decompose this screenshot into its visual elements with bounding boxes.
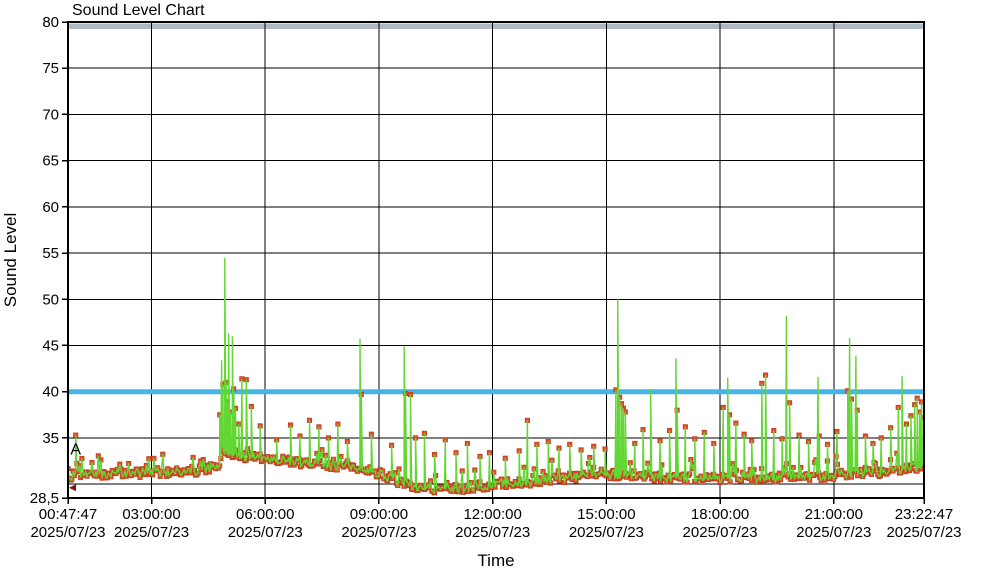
x-tick-date: 2025/07/23 [228,524,303,541]
x-tick-date: 2025/07/23 [683,524,758,541]
x-tick-date: 2025/07/23 [455,524,530,541]
x-tick-time: 15:00:00 [577,506,635,523]
x-tick-date: 2025/07/23 [796,524,871,541]
x-tick-time: 21:00:00 [805,506,863,523]
x-tick-date: 2025/07/23 [569,524,644,541]
x-tick-date: 2025/07/23 [30,524,105,541]
y-tick-label: 45 [42,337,59,354]
x-tick-date: 2025/07/23 [341,524,416,541]
y-tick-labels: 80 75 70 65 60 55 50 45 40 35 28,5 [30,14,59,507]
cursor-a-label: A [70,442,81,459]
x-tick-time: 23:22:47 [895,506,953,523]
x-tick-time: 09:00:00 [350,506,408,523]
gridlines [68,22,924,498]
chart-title: Sound Level Chart [72,2,205,19]
top-band [68,23,924,29]
y-tick-label: 80 [42,14,59,31]
x-tick-time: 00:47:47 [39,506,97,523]
x-axis-title: Time [477,551,514,570]
start-cursor-arrow [69,484,76,492]
x-tick-time: 18:00:00 [691,506,749,523]
x-tick-date: 2025/07/23 [886,524,961,541]
plot-frame [67,21,925,499]
sound-level-line [67,257,925,495]
cursor-annotation: A [69,442,81,492]
x-tick-date: 2025/07/23 [114,524,189,541]
y-tick-label: 35 [42,430,59,447]
y-tick-label: 70 [42,106,59,123]
axis-ticks [62,21,925,504]
y-axis-title: Sound Level [1,213,20,308]
x-tick-labels: 00:47:472025/07/2303:00:002025/07/2306:0… [30,506,961,541]
y-tick-label: 28,5 [30,490,59,507]
y-tick-label: 55 [42,245,59,262]
y-tick-label: 60 [42,199,59,216]
y-tick-label: 50 [42,291,59,308]
y-tick-label: 40 [42,384,59,401]
y-tick-label: 65 [42,153,59,170]
x-tick-time: 03:00:00 [122,506,180,523]
data-line [67,257,925,495]
x-tick-time: 06:00:00 [236,506,294,523]
y-tick-label: 75 [42,60,59,77]
x-tick-time: 12:00:00 [463,506,521,523]
top-band-rect [68,23,924,29]
frame-rect [67,21,925,499]
